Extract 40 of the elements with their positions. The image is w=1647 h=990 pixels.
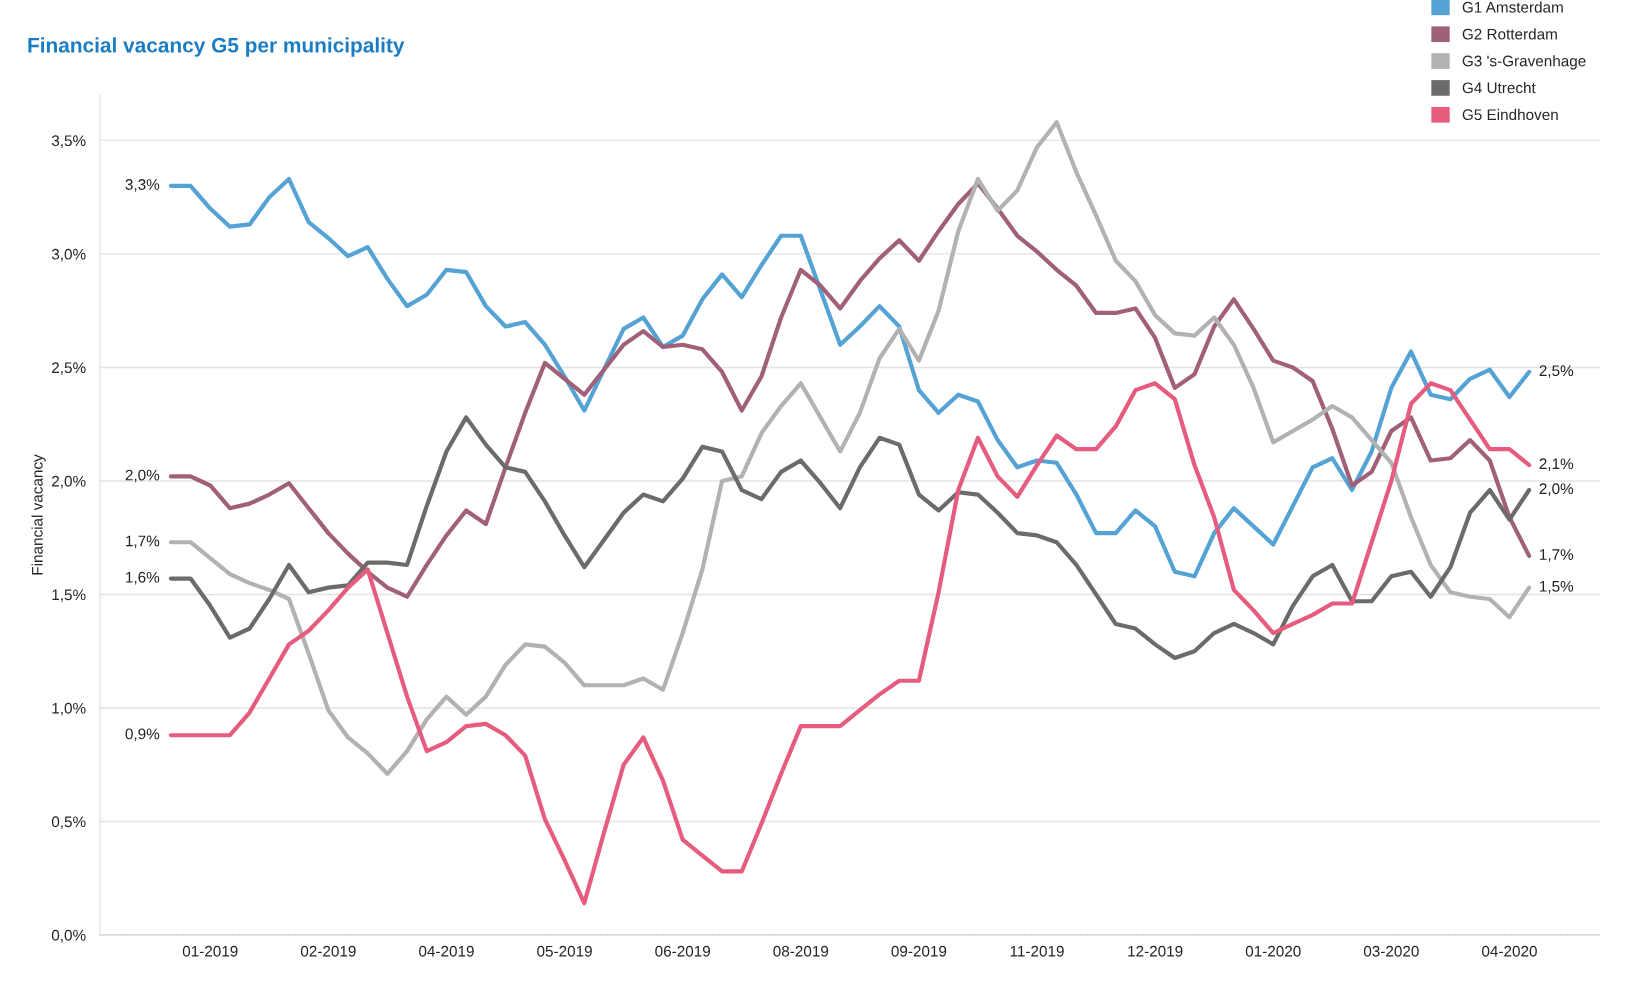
- x-tick-label: 04-2019: [419, 945, 474, 957]
- legend-label: G5 Eindhoven: [1462, 108, 1558, 121]
- data-label: 2,1%: [1539, 458, 1574, 471]
- x-tick-label: 06-2019: [655, 945, 710, 957]
- data-label: 0,9%: [125, 728, 160, 742]
- data-label: 1,5%: [1540, 581, 1574, 594]
- x-tick-label: 01-2020: [1245, 945, 1301, 957]
- y-tick-label: 2,0%: [52, 475, 86, 489]
- x-tick-label: 05-2019: [537, 945, 592, 957]
- x-tick-label: 01-2019: [182, 945, 238, 957]
- x-tick-label: 03-2020: [1363, 945, 1419, 957]
- y-tick-label: 0,0%: [51, 929, 86, 943]
- data-label: 2,5%: [1539, 365, 1574, 378]
- line-series: [168, 120, 1532, 776]
- legend-label: G3 's-Gravenhage: [1462, 55, 1586, 70]
- y-tick-label: 0,5%: [51, 816, 86, 829]
- line-series: [168, 415, 1532, 661]
- data-label: 1,7%: [1540, 549, 1574, 562]
- legend-label: G2 Rotterdam: [1462, 28, 1557, 40]
- data-label: 1,6%: [126, 571, 160, 585]
- x-tick-label: 04-2020: [1482, 945, 1537, 957]
- data-label: 1,7%: [126, 535, 160, 549]
- legend-label: G4 Utrecht: [1462, 82, 1536, 94]
- x-tick-label: 09-2019: [891, 945, 947, 957]
- x-tick-label: 11-2019: [1010, 945, 1064, 957]
- data-label: 2,0%: [125, 469, 160, 483]
- y-tick-label: 3,0%: [51, 248, 86, 262]
- x-tick-label: 08-2019: [773, 945, 829, 957]
- y-tick-label: 2,5%: [52, 362, 86, 375]
- x-tick-label: 02-2019: [300, 945, 356, 957]
- y-axis-title: Financial vacancy: [31, 454, 46, 575]
- y-tick-label: 3,5%: [51, 135, 86, 148]
- y-tick-label: 1,0%: [52, 702, 86, 716]
- data-label: 2,0%: [1539, 483, 1574, 496]
- x-tick-label: 12-2019: [1128, 945, 1183, 957]
- y-tick-label: 1,5%: [52, 589, 86, 602]
- chart-title: Financial vacancy G5 per municipality: [28, 37, 405, 57]
- legend-label: G1 Amsterdam: [1462, 1, 1563, 13]
- line-series: [168, 381, 1532, 906]
- data-label: 3,3%: [125, 179, 160, 192]
